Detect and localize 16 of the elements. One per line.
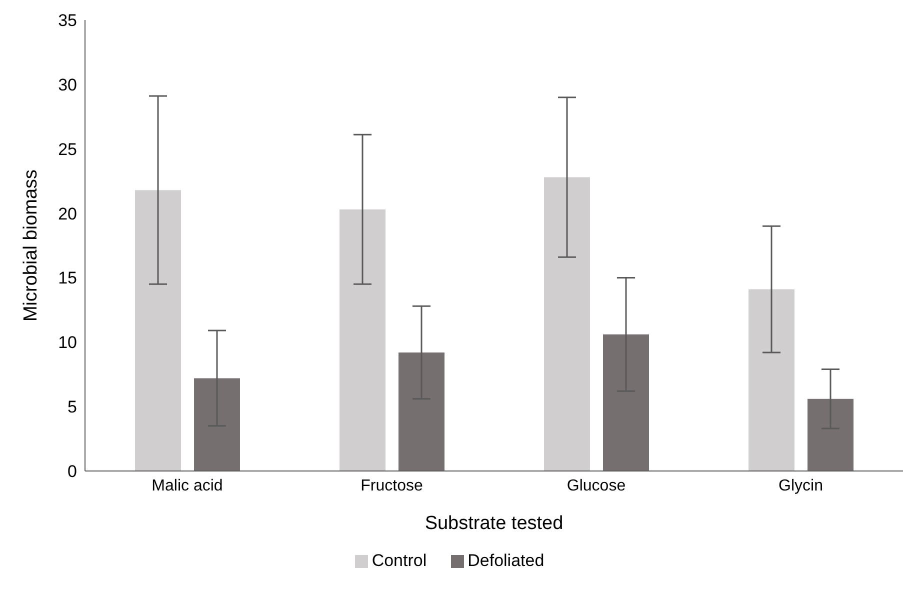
x-tick-label: Glycin	[778, 477, 823, 494]
y-tick-label: 15	[58, 268, 77, 288]
legend-label: Defoliated	[468, 551, 544, 570]
legend-label: Control	[372, 551, 427, 570]
x-tick-label: Malic acid	[152, 477, 223, 494]
x-tick-label: Fructose	[360, 477, 423, 494]
x-tick-label: Glucose	[566, 477, 626, 494]
y-tick-label: 25	[58, 140, 77, 159]
y-axis-title: Microbial biomass	[20, 169, 42, 322]
y-tick-label: 10	[58, 333, 77, 352]
y-tick-label: 30	[58, 75, 77, 94]
x-axis-title: Substrate tested	[424, 513, 564, 534]
y-tick-label: 0	[68, 462, 77, 482]
y-tick-label: 5	[68, 398, 77, 417]
y-tick-label: 20	[58, 204, 77, 224]
y-tick-label: 35	[58, 11, 77, 30]
